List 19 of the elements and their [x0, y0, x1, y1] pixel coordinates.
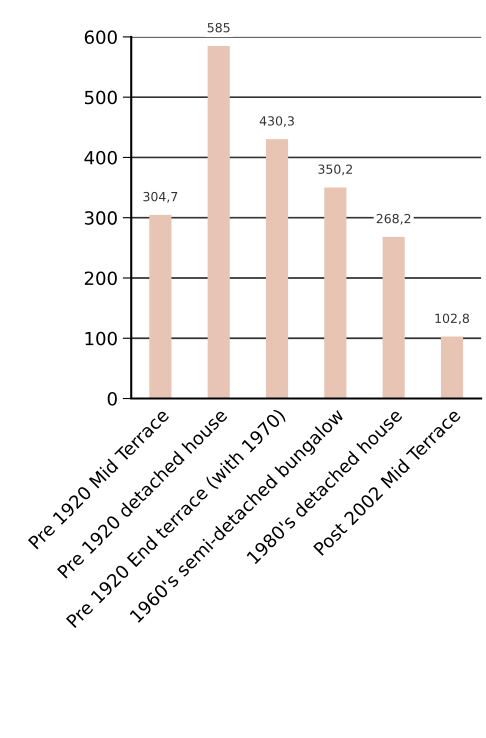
- bar: [149, 214, 172, 399]
- data-label: 268,2: [376, 214, 410, 225]
- y-tick-label: 200: [84, 271, 117, 286]
- bar: [324, 187, 346, 399]
- y-tick-label: 400: [84, 150, 117, 165]
- bar: [382, 236, 405, 399]
- y-tick-label: 500: [84, 90, 117, 104]
- data-label: 430,3: [260, 116, 294, 127]
- data-label: 304,7: [143, 192, 178, 203]
- bar: [266, 139, 288, 399]
- bar: [440, 336, 464, 399]
- data-label: 102,8: [435, 314, 470, 324]
- y-tick-label: 0: [108, 392, 117, 406]
- y-tick-label: 300: [84, 211, 117, 225]
- data-label: 350,2: [318, 164, 352, 176]
- y-tick-label: 600: [84, 30, 117, 44]
- bar: [208, 46, 230, 399]
- data-label: 585: [208, 22, 230, 32]
- y-tick-label: 100: [86, 332, 117, 346]
